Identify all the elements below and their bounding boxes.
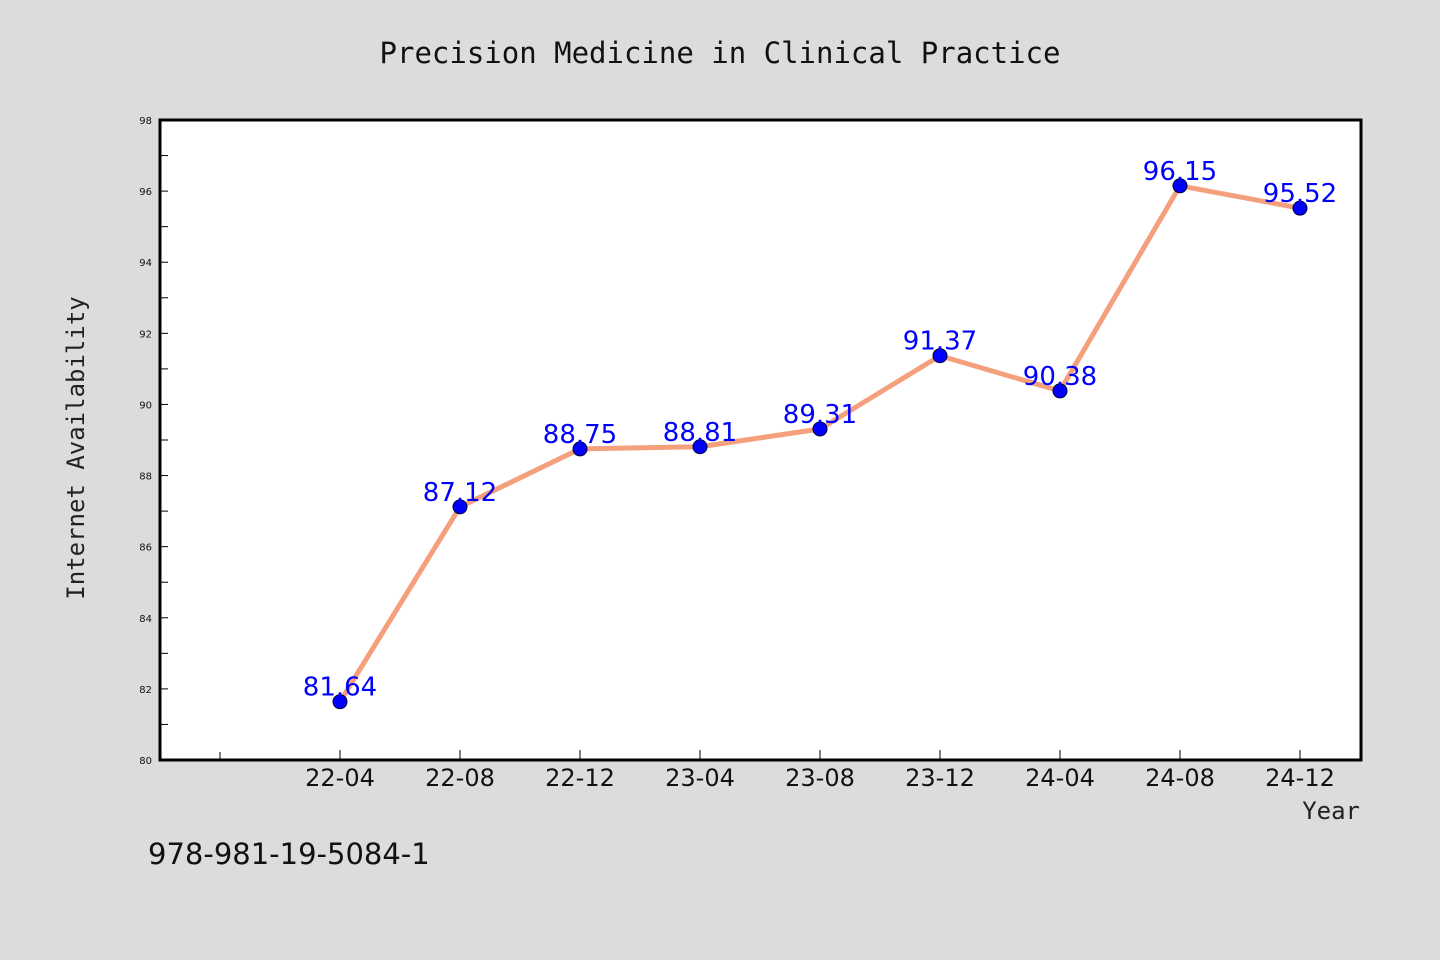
y-tick-label: 92 — [139, 329, 152, 340]
x-tick-label: 23-12 — [905, 764, 975, 792]
series-markers — [332, 178, 1308, 710]
data-label: 88.81 — [663, 418, 737, 448]
data-point — [812, 421, 828, 437]
y-tick-label: 90 — [139, 400, 152, 411]
x-tick-label: 22-04 — [305, 764, 375, 792]
y-axis-ticks: 80 82 84 86 88 90 92 94 96 98 — [139, 116, 168, 767]
data-label: 90.38 — [1023, 362, 1097, 392]
data-label: 81.64 — [303, 673, 377, 703]
x-tick-label: 22-08 — [425, 764, 495, 792]
y-tick-label: 96 — [139, 187, 152, 198]
x-tick-label: 24-08 — [1145, 764, 1215, 792]
y-axis-label: Internet Availability — [62, 296, 90, 599]
data-label: 89.31 — [783, 400, 857, 430]
data-point — [932, 348, 948, 364]
data-point — [692, 439, 708, 455]
data-label: 91.37 — [903, 327, 977, 357]
data-point — [1052, 383, 1068, 399]
x-tick-label: 23-04 — [665, 764, 735, 792]
x-tick-label: 22-12 — [545, 764, 615, 792]
x-tick-label: 23-08 — [785, 764, 855, 792]
chart-title: Precision Medicine in Clinical Practice — [380, 36, 1061, 70]
data-label: 96.15 — [1143, 157, 1217, 187]
y-tick-label: 84 — [139, 614, 152, 625]
data-label: 95.52 — [1263, 179, 1337, 209]
x-tick-label: 24-04 — [1025, 764, 1095, 792]
isbn-text: 978-981-19-5084-1 — [148, 837, 430, 871]
y-tick-label: 88 — [139, 472, 152, 483]
y-tick-label: 94 — [139, 258, 152, 269]
data-labels: 81.64 87.12 88.75 88.81 89.31 91.37 90.38 96.15… — [303, 157, 1337, 703]
data-point — [1172, 178, 1188, 194]
data-point — [452, 499, 468, 515]
x-axis-label: Year — [1302, 797, 1360, 825]
y-tick-label: 86 — [139, 543, 152, 554]
data-label: 88.75 — [543, 420, 617, 450]
data-point — [1292, 200, 1308, 216]
x-axis-ticks: 22-04 22-08 22-12 23-04 23-08 23-12 24-04 24-08… — [219, 750, 1335, 792]
data-point — [332, 694, 348, 710]
data-point — [572, 441, 588, 457]
x-tick-label: 24-12 — [1265, 764, 1335, 792]
y-tick-label: 82 — [139, 685, 152, 696]
y-tick-label: 98 — [139, 116, 152, 127]
data-label: 87.12 — [423, 478, 497, 508]
y-tick-label: 80 — [139, 756, 152, 767]
